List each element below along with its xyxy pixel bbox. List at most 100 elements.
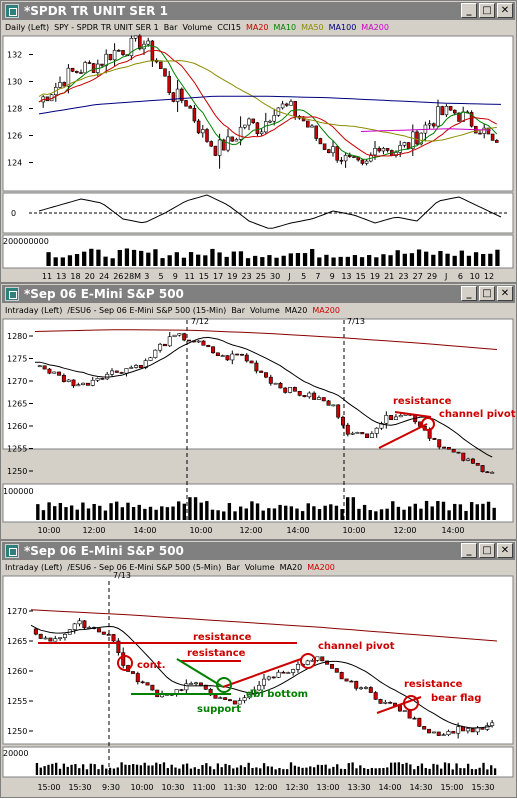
price-candle — [331, 146, 335, 154]
volume-bar — [310, 248, 315, 266]
price-candle — [184, 683, 189, 691]
price-candle — [407, 710, 412, 719]
x-tick-label: 3 — [144, 272, 149, 281]
price-candle — [96, 628, 101, 633]
volume-bar — [407, 506, 412, 520]
price-candle — [114, 370, 119, 373]
price-panel — [2, 575, 514, 745]
minimize-button[interactable]: _ — [461, 543, 477, 558]
volume-bar — [466, 255, 472, 266]
price-candle — [320, 656, 325, 662]
annotation-resistance: resistance — [187, 648, 246, 659]
price-candle — [289, 101, 293, 106]
volume-bar — [62, 763, 66, 775]
price-candle — [453, 109, 457, 114]
price-candle — [432, 438, 437, 440]
price-candle — [82, 620, 87, 629]
volume-bar — [105, 768, 108, 775]
volume-bar — [463, 768, 466, 775]
price-candle — [378, 699, 383, 704]
legend-item: Volume — [182, 23, 213, 32]
price-candle — [129, 38, 134, 57]
x-tick-label: 10:00 — [130, 783, 153, 792]
intraday-5min-canvas[interactable]: 1270 1265 1260 1255 1250 7/13 resistance resist… — [1, 541, 517, 799]
price-candle — [310, 660, 315, 662]
ma200-line — [34, 329, 498, 350]
price-candle — [307, 392, 312, 398]
price-candle — [58, 82, 62, 88]
legend-item: MA10 — [273, 23, 297, 32]
volume-bar — [69, 505, 74, 520]
price-candle — [276, 671, 281, 678]
price-candle — [321, 397, 326, 402]
price-candle — [478, 132, 482, 135]
price-candle — [293, 101, 297, 117]
intraday-15min-canvas[interactable]: 1280 1275 1270 1265 1260 1255 1250 7/12 7/13 resi… — [1, 284, 517, 541]
volume-bar — [397, 762, 400, 775]
x-tick-label: 12:00 — [393, 526, 416, 535]
volume-bar — [338, 256, 343, 266]
ma100-line — [38, 95, 502, 115]
price-candle — [280, 103, 285, 109]
close-button[interactable]: ✕ — [497, 286, 513, 301]
volume-bar — [328, 768, 331, 775]
price-candle — [172, 334, 177, 338]
minimize-button[interactable]: _ — [461, 286, 477, 301]
volume-bar — [103, 510, 108, 520]
price-candle — [456, 451, 461, 454]
price-candle — [228, 699, 233, 702]
volume-bar — [212, 769, 216, 775]
volume-bar — [281, 255, 286, 266]
price-candle — [283, 387, 288, 393]
window-title: *SPDR TR UNIT SER 1 — [24, 4, 168, 18]
volume-bar — [255, 767, 258, 775]
volume-bar — [55, 762, 58, 775]
price-candle — [312, 392, 317, 400]
volume-bar — [255, 503, 260, 520]
price-candle — [140, 681, 145, 684]
price-candle — [239, 353, 244, 356]
price-candle — [271, 676, 276, 679]
volume-bar — [451, 769, 454, 775]
intraday-15min-titlebar[interactable]: *Sep 06 E-Mini S&P 500 _ □ ✕ — [2, 285, 515, 303]
price-candle — [244, 354, 249, 362]
legend-item: MA200 — [307, 563, 335, 572]
price-candle — [206, 344, 211, 348]
volume-bar — [176, 501, 181, 520]
volume-bar — [340, 509, 344, 520]
price-candle — [451, 448, 456, 453]
volume-bar — [475, 504, 479, 520]
legend-item: /ESU6 - Sep 06 E-Mini S&P 500 (5-Min) — [67, 563, 222, 572]
maximize-button[interactable]: □ — [479, 543, 495, 558]
volume-bar — [382, 768, 385, 775]
close-button[interactable]: ✕ — [497, 543, 513, 558]
intraday-5min-titlebar[interactable]: *Sep 06 E-Mini S&P 500 _ □ ✕ — [2, 542, 515, 560]
volume-bar — [389, 762, 393, 775]
volume-bar — [239, 765, 243, 775]
volume-bar — [53, 506, 57, 520]
volume-bar — [203, 255, 208, 266]
volume-bar — [391, 501, 395, 520]
price-candle — [446, 447, 451, 450]
chart-window-icon — [5, 544, 19, 558]
volume-bar — [347, 763, 350, 775]
daily-chart-titlebar[interactable]: *SPDR TR UNIT SER 1 _ □ ✕ — [2, 2, 515, 20]
close-button[interactable]: ✕ — [497, 3, 513, 18]
x-tick-label: 24 — [99, 272, 109, 281]
volume-bar — [481, 503, 485, 520]
price-candle — [273, 382, 278, 385]
price-candle — [417, 717, 422, 727]
minimize-button[interactable]: _ — [461, 3, 477, 18]
price-candle — [215, 352, 220, 357]
price-candle — [379, 422, 384, 429]
volume-bar — [409, 253, 415, 266]
volume-bar — [131, 249, 137, 266]
maximize-button[interactable]: □ — [479, 286, 495, 301]
price-candle — [196, 120, 201, 134]
price-candle — [211, 346, 216, 354]
price-candle — [213, 145, 218, 156]
price-candle — [339, 672, 344, 680]
price-candle — [153, 349, 158, 358]
maximize-button[interactable]: □ — [479, 3, 495, 18]
